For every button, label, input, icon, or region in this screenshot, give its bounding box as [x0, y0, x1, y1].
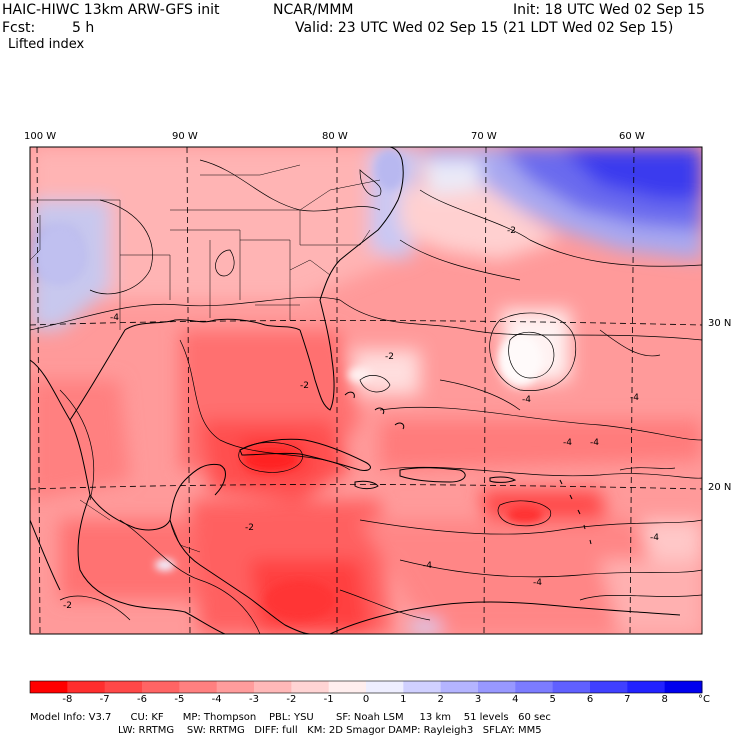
contour-label: -2 [385, 352, 394, 362]
contour-label: -4 [563, 438, 572, 448]
lon-label-60w: 60 W [619, 131, 645, 142]
colorbar-unit: °C [698, 694, 710, 705]
contour-label: -4 [630, 393, 639, 403]
colorbar-tick-label: 4 [512, 694, 519, 705]
colorbar-swatch [254, 681, 292, 693]
colorbar-swatch [179, 681, 218, 693]
field-name: Lifted index [8, 37, 85, 52]
physics-info-line: LW: RRTMG SW: RRTMG DIFF: full KM: 2D Sm… [118, 725, 542, 736]
colorbar-tick-label: -6 [137, 694, 147, 705]
colorbar-swatch [104, 681, 143, 693]
colorbar-tick-label: -7 [99, 694, 110, 705]
political-borders [30, 164, 381, 553]
colorbar-tick-label: -2 [286, 694, 297, 705]
colorbar-swatch [552, 681, 591, 693]
contour-label: -2 [300, 381, 309, 391]
lon-label-90w: 90 W [172, 131, 198, 142]
organization: NCAR/MMM [273, 2, 354, 18]
forecast-label: Fcst: [2, 20, 36, 36]
contour-label: -4 [590, 438, 599, 448]
colorbar-swatch [590, 681, 628, 693]
forecast-hour: 5 h [72, 20, 95, 36]
colorbar-tick-label: 1 [400, 694, 407, 705]
colorbar-swatch [142, 681, 180, 693]
lon-label-80w: 80 W [322, 131, 348, 142]
colorbar-swatch [67, 681, 106, 693]
shaded-field [30, 147, 702, 634]
colorbar-tick-label: 2 [437, 694, 444, 705]
colorbar-tick-label: 7 [624, 694, 631, 705]
contour-label: -2 [63, 601, 72, 611]
colorbar-swatch [291, 681, 330, 693]
colorbar-swatch [366, 681, 404, 693]
colorbar-tick-label: 8 [661, 694, 668, 705]
colorbar-tick-label: 5 [549, 694, 556, 705]
colorbar-tick-label: -1 [323, 694, 334, 705]
colorbar-frame [29, 680, 703, 694]
contour-label: -4 [533, 578, 542, 588]
colorbar [29, 680, 703, 694]
lat-label-30n: 30 N [708, 318, 732, 329]
colorbar-tick-label: -4 [211, 694, 222, 705]
lon-label-70w: 70 W [471, 131, 497, 142]
graticule [30, 147, 702, 634]
init-time: Init: 18 UTC Wed 02 Sep 15 [513, 2, 705, 18]
model-title: HAIC-HIWC 13km ARW-GFS init [2, 2, 220, 18]
colorbar-swatch [30, 681, 68, 693]
map-plot-area: -2 -4 -4 -4 -2 -4 -4 -2 -2 -4 -4 -4 -2 [30, 147, 702, 634]
colorbar-swatch [328, 681, 367, 693]
contour-lines [30, 159, 702, 634]
colorbar-tick-label: 6 [586, 694, 594, 705]
contour-label: -2 [245, 523, 254, 533]
colorbar-swatch [627, 681, 666, 693]
lon-label-100w: 100 W [24, 131, 57, 142]
contour-label: -2 [507, 226, 516, 236]
colorbar-tick-label: -5 [174, 694, 185, 705]
model-info-line: Model Info: V3.7 CU: KF MP: Thompson PBL… [30, 712, 551, 723]
contour-value-labels: -2 -4 -4 -4 -2 -4 -4 -2 -2 -4 -4 -4 -2 [63, 226, 659, 611]
colorbar-swatch [478, 681, 516, 693]
contour-label: -4 [522, 395, 531, 405]
lat-label-20n: 20 N [708, 482, 732, 493]
colorbar-tick-label: -3 [249, 694, 259, 705]
map-frame [29, 146, 703, 635]
colorbar-swatch [403, 681, 442, 693]
contour-label: -4 [650, 533, 659, 543]
valid-time: Valid: 23 UTC Wed 02 Sep 15 (21 LDT Wed … [295, 20, 674, 36]
colorbar-swatch [216, 681, 255, 693]
contour-label: -4 [423, 561, 432, 571]
colorbar-swatch [515, 681, 554, 693]
colorbar-swatch [440, 681, 479, 693]
colorbar-tick-label: -8 [62, 694, 73, 705]
coastlines [30, 147, 681, 634]
colorbar-tick-label: 0 [362, 694, 370, 705]
colorbar-tick-label: 3 [474, 694, 482, 705]
colorbar-swatch [664, 681, 703, 693]
contour-label: -4 [110, 313, 119, 323]
